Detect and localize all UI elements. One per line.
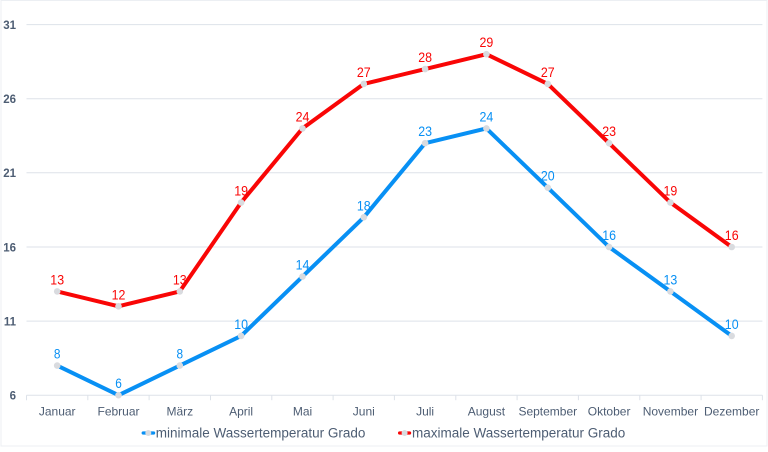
svg-text:16: 16 bbox=[725, 227, 739, 243]
svg-text:23: 23 bbox=[602, 123, 616, 139]
svg-text:12: 12 bbox=[112, 286, 126, 302]
svg-text:31: 31 bbox=[3, 20, 16, 32]
svg-text:11: 11 bbox=[4, 316, 17, 328]
svg-text:29: 29 bbox=[480, 34, 494, 50]
svg-text:13: 13 bbox=[173, 271, 187, 287]
svg-text:14: 14 bbox=[296, 257, 310, 273]
svg-text:13: 13 bbox=[664, 271, 678, 287]
svg-text:27: 27 bbox=[357, 64, 371, 80]
svg-text:Januar: Januar bbox=[39, 405, 76, 419]
svg-text:8: 8 bbox=[54, 346, 61, 362]
svg-text:6: 6 bbox=[115, 375, 122, 391]
svg-text:August: August bbox=[468, 405, 506, 419]
svg-text:24: 24 bbox=[296, 108, 310, 124]
svg-text:Mai: Mai bbox=[293, 405, 312, 419]
svg-text:Februar: Februar bbox=[97, 405, 139, 419]
svg-text:6: 6 bbox=[10, 391, 16, 403]
svg-text:13: 13 bbox=[50, 271, 64, 287]
svg-text:September: September bbox=[518, 405, 577, 419]
svg-text:Oktober: Oktober bbox=[588, 405, 631, 419]
svg-text:8: 8 bbox=[177, 346, 184, 362]
svg-text:16: 16 bbox=[602, 227, 616, 243]
svg-text:maximale Wassertemperatur Grad: maximale Wassertemperatur Grado bbox=[412, 426, 625, 441]
svg-text:10: 10 bbox=[725, 316, 739, 332]
svg-text:26: 26 bbox=[3, 94, 16, 106]
svg-text:Juni: Juni bbox=[353, 405, 375, 419]
svg-text:24: 24 bbox=[480, 108, 494, 124]
svg-text:21: 21 bbox=[3, 168, 16, 180]
svg-text:20: 20 bbox=[541, 168, 555, 184]
svg-text:März: März bbox=[166, 405, 193, 419]
svg-text:Dezember: Dezember bbox=[704, 405, 759, 419]
svg-text:18: 18 bbox=[357, 197, 371, 213]
svg-text:28: 28 bbox=[418, 49, 432, 65]
svg-text:April: April bbox=[229, 405, 253, 419]
svg-text:November: November bbox=[643, 405, 698, 419]
svg-text:16: 16 bbox=[3, 242, 16, 254]
svg-text:10: 10 bbox=[234, 316, 248, 332]
svg-text:minimale Wassertemperatur Grad: minimale Wassertemperatur Grado bbox=[156, 426, 366, 441]
svg-text:19: 19 bbox=[234, 183, 248, 199]
svg-text:23: 23 bbox=[418, 123, 432, 139]
svg-text:Juli: Juli bbox=[416, 405, 434, 419]
svg-text:19: 19 bbox=[664, 183, 678, 199]
svg-text:27: 27 bbox=[541, 64, 555, 80]
